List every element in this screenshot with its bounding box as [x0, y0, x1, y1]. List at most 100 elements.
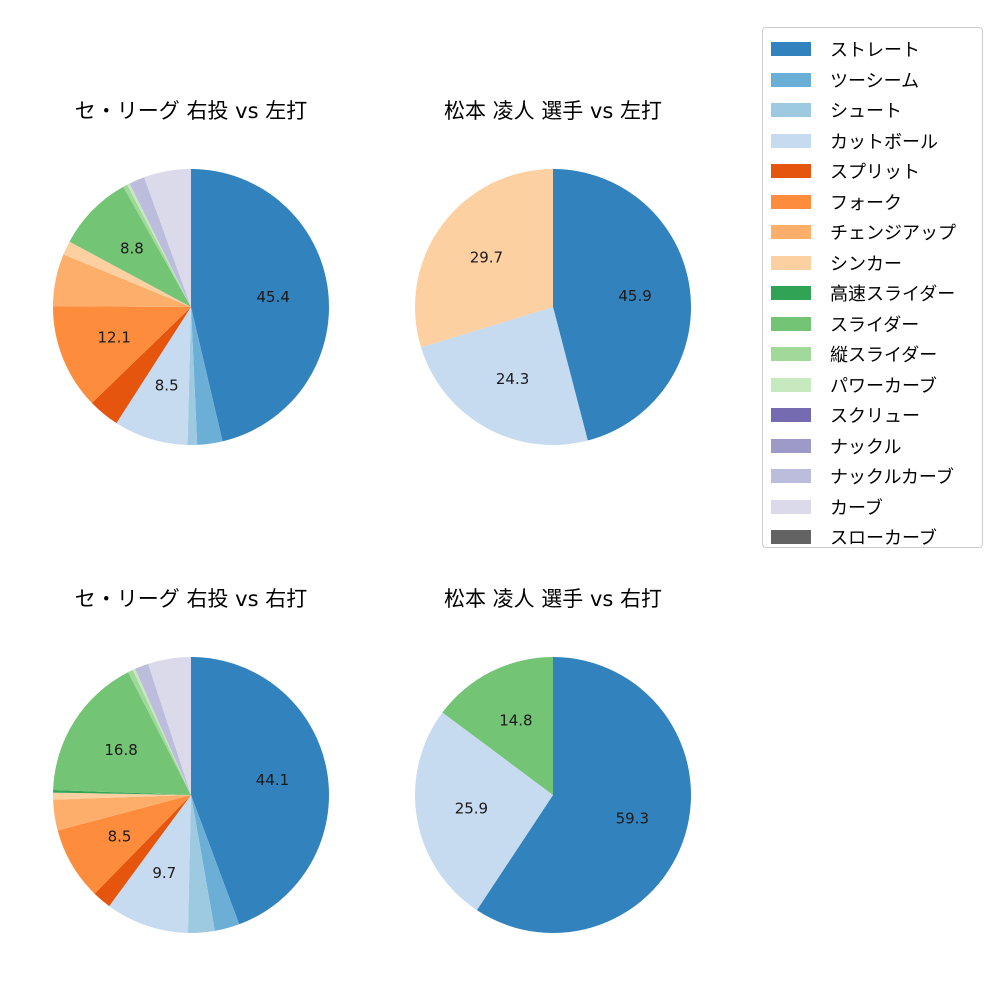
pie-slice — [52, 306, 191, 403]
pie-slice — [414, 712, 553, 911]
legend-item: スローカーブ — [771, 522, 982, 553]
slice-value-label: 45.4 — [256, 288, 289, 306]
legend-label: ツーシーム — [830, 70, 920, 92]
pie-slice — [109, 795, 191, 933]
legend-label: 縦スライダー — [830, 345, 938, 367]
pie-slice — [127, 183, 191, 307]
pie-panel-rhp-vs-rhb: セ・リーグ 右投 vs 右打 44.1 9.7 8.5 16.8 — [53, 587, 330, 934]
legend-label: ナックルカーブ — [830, 467, 954, 489]
slice-value-label: 8.5 — [155, 377, 179, 395]
legend-item: 高速スライダー — [771, 278, 982, 309]
legend-swatch — [771, 286, 811, 301]
pie-panel-matsumoto-vs-lhb: 松本 凌人 選手 vs 左打 45.9 24.3 29.7 — [415, 99, 692, 446]
legend-label: 高速スライダー — [830, 284, 956, 306]
legend-swatch — [771, 347, 811, 362]
legend-item: ストレート — [771, 34, 982, 65]
slice-value-label: 44.1 — [256, 771, 289, 789]
legend-label: スライダー — [830, 314, 920, 336]
legend-label: スクリュー — [830, 406, 920, 428]
pie-slice — [91, 307, 191, 424]
slice-value-label: 25.9 — [455, 800, 488, 818]
legend-swatch — [771, 499, 811, 514]
pie-slice — [53, 254, 191, 307]
legend-label: ナックル — [830, 436, 902, 458]
chart-title-matsumoto-vs-rhb: 松本 凌人 選手 vs 右打 — [444, 587, 662, 611]
legend-label: スプリット — [830, 162, 920, 184]
pie-slice — [53, 792, 191, 800]
pie-slice — [132, 668, 191, 795]
pie-slice — [94, 795, 191, 907]
legend-label: チェンジアップ — [830, 223, 956, 245]
pie-slice — [476, 657, 692, 933]
pie-slice — [148, 657, 191, 795]
pie-panel-matsumoto-vs-rhb: 松本 凌人 選手 vs 右打 59.3 25.9 14.8 — [414, 587, 692, 933]
legend-item: スライダー — [771, 309, 982, 340]
legend-label: カーブ — [830, 497, 883, 519]
slice-value-label: 8.8 — [120, 240, 144, 258]
legend-swatch — [771, 255, 811, 270]
legend-swatch — [771, 103, 811, 118]
legend-swatch — [771, 408, 811, 423]
legend-label: パワーカーブ — [830, 375, 937, 397]
slice-value-label: 24.3 — [496, 370, 529, 388]
pie-slice — [191, 795, 240, 931]
pie-slice — [129, 177, 191, 307]
legend-swatch — [771, 225, 811, 240]
pie-slice — [191, 307, 223, 445]
legend-item: ツーシーム — [771, 65, 982, 96]
pie-slice — [128, 669, 191, 795]
legend-item: チェンジアップ — [771, 217, 982, 248]
pie-slice — [421, 307, 588, 446]
legend-item: パワーカーブ — [771, 370, 982, 401]
legend-swatch — [771, 316, 811, 331]
legend-item: ナックル — [771, 431, 982, 462]
pie-slice — [53, 789, 191, 795]
legend-label: シュート — [830, 101, 902, 123]
pie-slice — [53, 672, 192, 795]
legend-swatch — [771, 194, 811, 209]
pie-panel-rhp-vs-lhb: セ・リーグ 右投 vs 左打 45.4 8.5 12.1 8.8 — [52, 99, 329, 445]
pie-slice — [415, 169, 553, 348]
legend-swatch — [771, 164, 811, 179]
slice-value-label: 59.3 — [616, 809, 649, 827]
legend-swatch — [771, 133, 811, 148]
legend-item: スプリット — [771, 156, 982, 187]
legend: ストレートツーシームシュートカットボール スプリットフォークチェンジアップ シンカー… — [762, 27, 983, 549]
pie-slice — [123, 184, 191, 307]
legend-label: スローカーブ — [830, 528, 937, 550]
legend-swatch — [771, 72, 811, 87]
pie-slice — [187, 307, 198, 445]
slice-value-label: 8.5 — [108, 827, 132, 845]
slice-value-label: 16.8 — [104, 741, 137, 759]
legend-item: カットボール — [771, 126, 982, 157]
legend-item: フォーク — [771, 187, 982, 218]
chart-title-rhp-vs-lhb: セ・リーグ 右投 vs 左打 — [75, 99, 307, 123]
pie-slice — [69, 186, 191, 307]
pie-slice — [442, 656, 553, 795]
legend-label: カットボール — [830, 131, 938, 153]
legend-item: ナックルカーブ — [771, 461, 982, 492]
legend-label: フォーク — [830, 192, 902, 214]
slice-value-label: 29.7 — [470, 248, 503, 266]
legend-item: シンカー — [771, 248, 982, 279]
pie-slice — [116, 307, 191, 445]
legend-swatch — [771, 377, 811, 392]
pie-slice — [57, 795, 191, 894]
legend-swatch — [771, 469, 811, 484]
legend-item: スクリュー — [771, 400, 982, 431]
pie-slice — [135, 663, 191, 795]
pie-slice — [553, 169, 692, 441]
pie-slice — [63, 241, 191, 307]
pie-slice — [53, 795, 191, 831]
slice-value-label: 14.8 — [499, 712, 532, 730]
legend-label: シンカー — [830, 253, 902, 275]
slice-value-label: 12.1 — [97, 328, 130, 346]
chart-title-rhp-vs-rhb: セ・リーグ 右投 vs 右打 — [75, 587, 307, 611]
legend-label: ストレート — [830, 40, 920, 62]
legend-item: シュート — [771, 95, 982, 126]
legend-swatch — [771, 530, 811, 545]
slice-value-label: 45.9 — [618, 287, 651, 305]
pie-slice — [187, 795, 215, 934]
legend-item: カーブ — [771, 492, 982, 523]
